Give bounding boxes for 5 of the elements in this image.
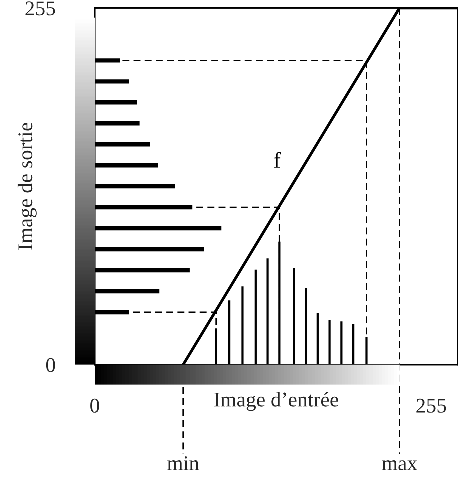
series-label: f xyxy=(274,152,281,168)
y-axis-title: Image de sortie xyxy=(18,123,37,250)
ref-line-label: min xyxy=(168,456,200,470)
x-axis-title: Image d’entrée xyxy=(214,392,338,412)
ref-line-label: max xyxy=(382,460,418,471)
